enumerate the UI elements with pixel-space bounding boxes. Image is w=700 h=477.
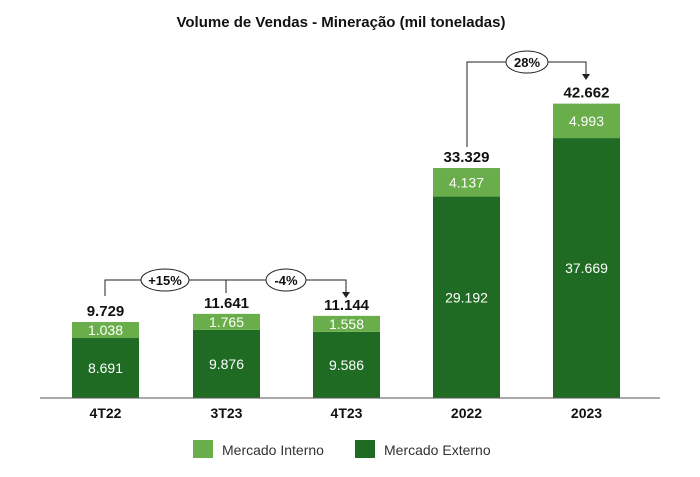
label-mercado-interno: 4.993 [569,113,604,129]
chart-title: Volume de Vendas - Mineração (mil tonela… [177,14,506,31]
pct-change-2022-2023-label: 28% [514,55,540,70]
bar-mercado-interno-4T22 [72,322,139,339]
pct-change-2022-2023-bubble [505,50,549,74]
label-mercado-externo: 8.691 [88,360,123,376]
label-total: 9.729 [87,303,125,320]
bar-mercado-externo-2022 [433,196,500,398]
bar-mercado-externo-4T23 [313,331,380,398]
bar-mercado-externo-4T22 [72,338,139,398]
bar-mercado-externo-3T23 [193,329,260,398]
legend-swatch-mercado-externo [355,440,375,458]
x-tick-label: 2023 [571,405,602,421]
x-tick-label: 4T23 [331,405,363,421]
label-mercado-externo: 37.669 [565,260,608,276]
bar-mercado-interno-2022 [433,168,500,197]
pct-change-4t22-4t23-bubble [140,268,190,292]
arrow-head-icon [342,292,350,298]
bar-mercado-externo-2023 [553,138,620,398]
bar-mercado-interno-3T23 [193,313,260,330]
pct-change-3t23-4t23-bubble [265,268,307,292]
legend-label-mercado-externo: Mercado Externo [384,442,491,458]
label-mercado-externo: 9.586 [329,357,364,373]
pct-change-3t23-4t23-label: -4% [274,273,298,288]
legend-label-mercado-interno: Mercado Interno [222,442,324,458]
label-mercado-interno: 1.558 [329,316,364,332]
label-mercado-interno: 4.137 [449,174,484,190]
label-total: 33.329 [444,149,490,166]
label-mercado-interno: 1.765 [209,314,244,330]
label-mercado-externo: 29.192 [445,289,488,305]
label-total: 11.144 [324,297,370,314]
label-total: 42.662 [564,85,610,102]
arrow-head-icon [582,74,590,80]
bar-mercado-interno-2023 [553,103,620,139]
label-mercado-externo: 9.876 [209,356,244,372]
legend-swatch-mercado-interno [193,440,213,458]
pct-change-4t22-4t23-label: +15% [148,273,182,288]
label-total: 11.641 [204,295,249,312]
x-tick-label: 4T22 [90,405,122,421]
bar-mercado-interno-4T23 [313,315,380,332]
x-tick-label: 3T23 [211,405,243,421]
label-mercado-interno: 1.038 [88,322,123,338]
x-tick-label: 2022 [451,405,482,421]
